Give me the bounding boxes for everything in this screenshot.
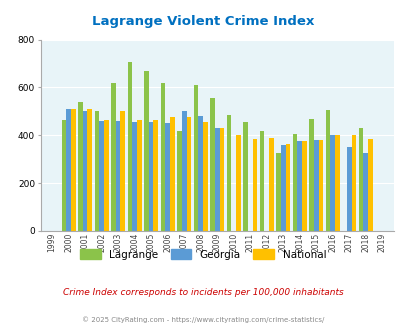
Bar [71,109,75,231]
Bar [309,118,313,231]
Bar [128,62,132,231]
Bar [202,122,207,231]
Bar [132,122,136,231]
Bar [153,120,158,231]
Bar [252,139,256,231]
Bar [318,140,322,231]
Bar [177,131,181,231]
Bar [198,116,202,231]
Bar [144,71,149,231]
Bar [351,135,355,231]
Bar [301,141,306,231]
Bar [115,121,120,231]
Bar [292,134,297,231]
Bar [99,121,104,231]
Bar [346,147,351,231]
Bar [235,135,240,231]
Bar [83,112,87,231]
Bar [297,141,301,231]
Bar [78,102,83,231]
Bar [120,112,125,231]
Bar [165,123,170,231]
Bar [214,128,219,231]
Bar [104,120,108,231]
Bar [210,98,214,231]
Bar [285,144,290,231]
Bar [313,140,318,231]
Bar [330,135,334,231]
Bar [160,83,165,231]
Bar [243,122,247,231]
Bar [136,120,141,231]
Text: © 2025 CityRating.com - https://www.cityrating.com/crime-statistics/: © 2025 CityRating.com - https://www.city… [82,317,323,323]
Text: Lagrange Violent Crime Index: Lagrange Violent Crime Index [92,15,313,28]
Bar [219,128,224,231]
Bar [259,131,264,231]
Bar [111,83,115,231]
Bar [94,112,99,231]
Bar [149,122,153,231]
Bar [170,117,174,231]
Legend: Lagrange, Georgia, National: Lagrange, Georgia, National [80,249,325,260]
Bar [226,115,231,231]
Bar [269,138,273,231]
Bar [280,145,285,231]
Bar [334,135,339,231]
Bar [193,85,198,231]
Bar [276,153,280,231]
Text: Crime Index corresponds to incidents per 100,000 inhabitants: Crime Index corresponds to incidents per… [62,287,343,297]
Bar [362,153,367,231]
Bar [325,110,330,231]
Bar [358,128,362,231]
Bar [367,139,372,231]
Bar [186,117,191,231]
Bar [62,120,66,231]
Bar [66,109,71,231]
Bar [87,109,92,231]
Bar [181,112,186,231]
